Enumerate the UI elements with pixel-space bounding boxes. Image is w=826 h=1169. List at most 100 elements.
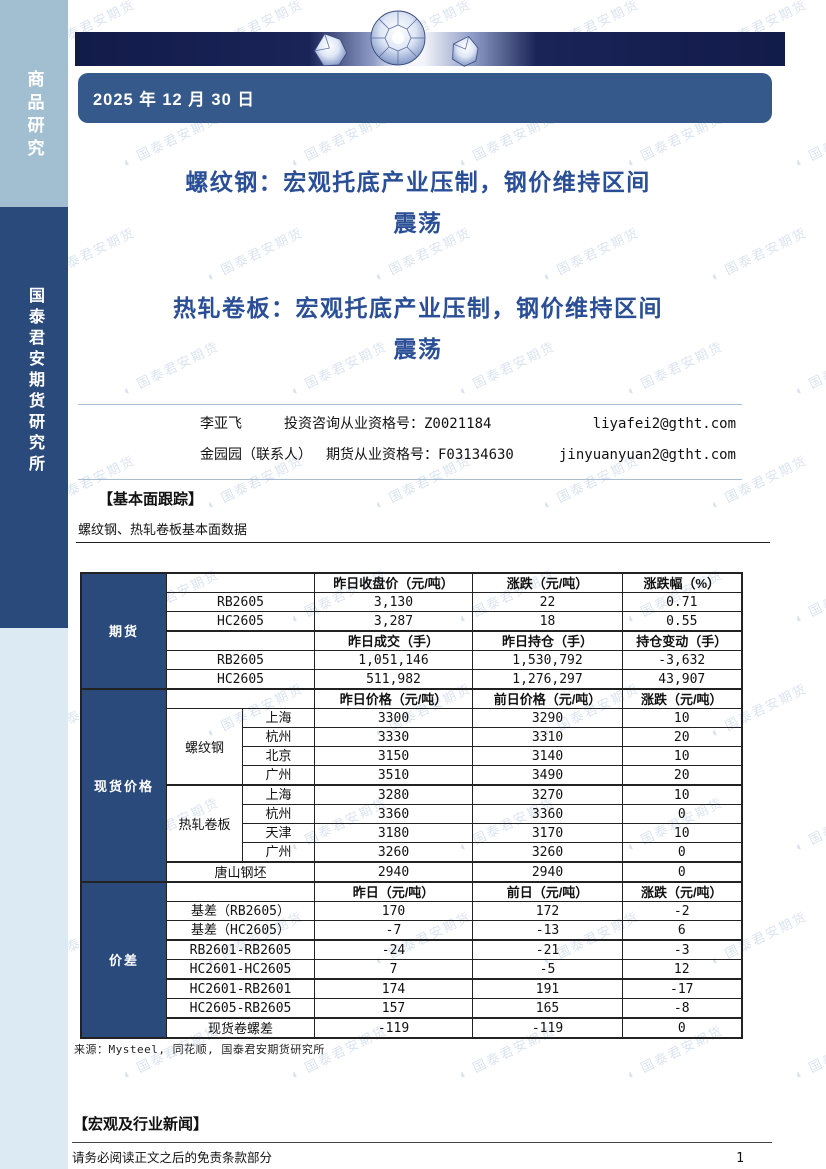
cell: 172 (472, 901, 623, 921)
table-row: HC2601-HC2605 7 -5 12 (81, 959, 742, 980)
row-label: HC2605 (166, 669, 315, 690)
footer-divider (72, 1142, 772, 1143)
row-label: RB2601-RB2605 (166, 939, 315, 960)
cell: 0 (622, 1017, 742, 1039)
title-line: 热轧卷板：宏观托底产业压制，钢价维持区间 (173, 296, 663, 321)
table-row: 唐山钢坯 2940 2940 0 (81, 861, 742, 883)
product-label-hrc: 热轧卷板 (166, 784, 243, 863)
col-header: 昨日（元/吨） (314, 881, 473, 902)
section-label-futures: 期货 (80, 572, 167, 690)
cell: 191 (472, 978, 623, 999)
fundamentals-table-wrap: 期货 昨日收盘价（元/吨） 涨跌（元/吨） 涨跌幅（%） RB2605 3,13… (80, 572, 743, 1039)
sidebar-institute-section: 国泰君安期货研究所 (0, 207, 68, 628)
title-block: 螺纹钢：宏观托底产业压制，钢价维持区间 震荡 热轧卷板：宏观托底产业压制，钢价维… (68, 162, 768, 370)
cell: 174 (314, 978, 473, 999)
col-header: 昨日持仓（手） (472, 630, 623, 651)
col-header: 昨日收盘价（元/吨） (314, 572, 473, 593)
report-date: 2025 年 12 月 30 日 (93, 91, 255, 109)
cell: 1,276,297 (472, 669, 623, 690)
center-diamond (370, 10, 426, 66)
cell: 3,130 (314, 592, 473, 612)
cell: -2 (622, 901, 742, 921)
col-header: 昨日成交（手） (314, 630, 473, 651)
row-label: HC2601-RB2601 (166, 978, 315, 999)
cell: 6 (622, 920, 742, 941)
cell: 2940 (472, 861, 623, 883)
divider-under-titles (78, 404, 742, 405)
cell: 3360 (314, 804, 473, 824)
table-row: 广州 3260 3260 0 (81, 842, 742, 863)
cell: -8 (622, 998, 742, 1019)
cell: 157 (314, 998, 473, 1019)
cell: -119 (472, 1017, 623, 1039)
cell: 3490 (472, 765, 623, 786)
col-header: 涨跌（元/吨） (472, 572, 623, 593)
city-label: 杭州 (242, 804, 315, 824)
divider-above-table (76, 542, 770, 543)
title-line: 震荡 (393, 337, 443, 362)
analyst-block: 李亚飞 投资咨询从业资格号：Z0021184 liyafei2@gtht.com… (78, 413, 758, 475)
right-diamond (452, 35, 479, 67)
row-label: HC2605-RB2605 (166, 998, 315, 1019)
table-row: 杭州 3360 3360 0 (81, 804, 742, 824)
col-header: 涨跌幅（%） (622, 572, 742, 593)
cell: 10 (622, 784, 742, 805)
cell: 1,530,792 (472, 650, 623, 670)
analyst-email: liyafei2@gtht.com (592, 416, 736, 432)
table-row: 北京 3150 3140 10 (81, 746, 742, 766)
row-label: HC2601-HC2605 (166, 959, 315, 980)
cell: 20 (622, 765, 742, 786)
table-row: 基差（RB2605） 170 172 -2 (81, 901, 742, 921)
empty-cell (166, 572, 315, 593)
empty-cell (166, 688, 315, 709)
cell: 7 (314, 959, 473, 980)
col-header: 涨跌（元/吨） (622, 688, 742, 709)
table-row: 基差（HC2605） -7 -13 6 (81, 920, 742, 941)
city-label: 上海 (242, 708, 315, 728)
sidebar: 商品研究 国泰君安期货研究所 (0, 0, 68, 1169)
col-header: 涨跌（元/吨） (622, 881, 742, 902)
cell: -119 (314, 1017, 473, 1039)
cell: 3280 (314, 784, 473, 805)
footer: 请务必阅读正文之后的免责条款部分 1 (72, 1147, 770, 1166)
table-row: RB2601-RB2605 -24 -21 -3 (81, 939, 742, 960)
table-row: HC2605 511,982 1,276,297 43,907 (81, 669, 742, 690)
row-label: HC2605 (166, 611, 315, 632)
analyst-name: 李亚飞 (200, 415, 242, 431)
cell: -24 (314, 939, 473, 960)
cell: 0 (622, 861, 742, 883)
cell: 10 (622, 823, 742, 843)
report-title-rebar: 螺纹钢：宏观托底产业压制，钢价维持区间 震荡 (68, 162, 768, 244)
cell: 170 (314, 901, 473, 921)
sidebar-category-label: 商品研究 (24, 70, 44, 162)
cell: 3170 (472, 823, 623, 843)
product-label-rebar: 螺纹钢 (166, 708, 243, 786)
cell: 18 (472, 611, 623, 632)
cell: 3310 (472, 727, 623, 747)
cell: 0 (622, 804, 742, 824)
cell: 511,982 (314, 669, 473, 690)
col-header: 前日价格（元/吨） (472, 688, 623, 709)
main-content: ◐ 国泰君安期货 ◐ 国泰君安期货 ◐ 国泰君安期货 ◐ 国泰君安期货 ◐ 国泰君安期货… (68, 0, 826, 1169)
empty-cell (166, 630, 315, 651)
cell: 1,051,146 (314, 650, 473, 670)
table-row: 杭州 3330 3310 20 (81, 727, 742, 747)
cell: 0 (622, 842, 742, 863)
sidebar-bottom-section (0, 628, 68, 1169)
cell: 3150 (314, 746, 473, 766)
col-header: 昨日价格（元/吨） (314, 688, 473, 709)
cell: -3,632 (622, 650, 742, 670)
row-label: 基差（RB2605） (166, 901, 315, 921)
cell: 3260 (472, 842, 623, 863)
banner-diamond-logo (75, 10, 785, 67)
cell: 0.71 (622, 592, 742, 612)
city-label: 广州 (242, 842, 315, 863)
title-line: 震荡 (393, 211, 443, 236)
cell: 2940 (314, 861, 473, 883)
empty-cell (166, 881, 315, 902)
row-label: 基差（HC2605） (166, 920, 315, 941)
city-label: 广州 (242, 765, 315, 786)
cell: -13 (472, 920, 623, 941)
watermark: ◐ 国泰君安期货 (792, 566, 826, 627)
watermark: ◐ 国泰君安期货 (792, 1022, 826, 1083)
